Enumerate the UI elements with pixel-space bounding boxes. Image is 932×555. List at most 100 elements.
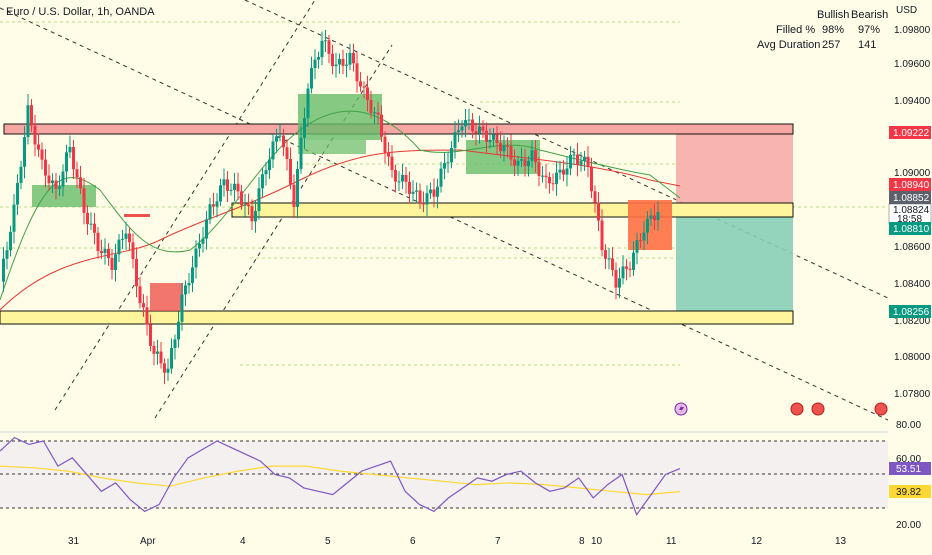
time-axis[interactable]: 31 Apr 4 5 6 7 8 10 11 12 13	[68, 536, 847, 547]
candle-bullish[interactable]	[425, 193, 429, 205]
candle-bullish[interactable]	[488, 139, 492, 142]
candle-bearish[interactable]	[159, 351, 163, 364]
candle-bearish[interactable]	[499, 142, 502, 152]
candle-bullish[interactable]	[569, 154, 572, 169]
candle-bearish[interactable]	[604, 250, 607, 259]
candle-bearish[interactable]	[387, 152, 390, 157]
candle-bearish[interactable]	[390, 156, 394, 171]
candle-bearish[interactable]	[145, 307, 149, 325]
candle-bullish[interactable]	[443, 163, 446, 169]
candle-bullish[interactable]	[415, 190, 418, 192]
candle-bullish[interactable]	[530, 150, 534, 161]
candle-bullish[interactable]	[9, 231, 12, 251]
candle-bearish[interactable]	[212, 204, 215, 207]
candle-bearish[interactable]	[614, 270, 618, 288]
candle-bearish[interactable]	[432, 189, 436, 197]
candle-bullish[interactable]	[541, 175, 544, 177]
candle-bearish[interactable]	[418, 190, 422, 203]
candle-bearish[interactable]	[600, 220, 604, 251]
candle-bearish[interactable]	[93, 223, 96, 233]
candle-bullish[interactable]	[467, 119, 471, 121]
candle-bearish[interactable]	[86, 212, 89, 225]
candle-bullish[interactable]	[579, 160, 583, 165]
candle-bullish[interactable]	[478, 126, 481, 134]
candle-bullish[interactable]	[243, 204, 247, 206]
candle-bullish[interactable]	[19, 166, 23, 183]
candle-bearish[interactable]	[79, 177, 82, 189]
price-axis[interactable]: USD 1.09800 1.09600 1.09400 1.09000 1.08…	[888, 0, 932, 550]
candle-bullish[interactable]	[23, 137, 26, 167]
candle-bullish[interactable]	[58, 186, 61, 189]
candle-bullish[interactable]	[222, 179, 226, 186]
candle-bullish[interactable]	[177, 321, 180, 340]
candle-bullish[interactable]	[51, 180, 54, 184]
candle-bearish[interactable]	[485, 130, 488, 142]
candle-bearish[interactable]	[404, 174, 408, 182]
candle-bullish[interactable]	[65, 152, 68, 172]
candle-bullish[interactable]	[121, 238, 124, 240]
candle-bearish[interactable]	[352, 52, 355, 64]
candle-bullish[interactable]	[558, 169, 562, 173]
support-zone-upper[interactable]	[231, 202, 794, 218]
candle-bearish[interactable]	[611, 258, 614, 271]
candle-bullish[interactable]	[208, 204, 212, 220]
candle-bullish[interactable]	[401, 174, 404, 182]
candle-bearish[interactable]	[474, 131, 478, 134]
candle-bearish[interactable]	[100, 251, 103, 254]
candle-bearish[interactable]	[366, 87, 369, 100]
event-markers[interactable]	[674, 402, 888, 416]
candle-bearish[interactable]	[628, 268, 632, 270]
candle-bearish[interactable]	[54, 180, 58, 189]
candle-bullish[interactable]	[635, 240, 639, 253]
candle-bearish[interactable]	[590, 166, 593, 192]
candle-bullish[interactable]	[156, 351, 159, 354]
candle-bearish[interactable]	[562, 169, 565, 175]
candle-bearish[interactable]	[639, 240, 642, 242]
candle-bullish[interactable]	[572, 154, 576, 156]
candle-bearish[interactable]	[30, 105, 33, 126]
candle-bearish[interactable]	[380, 114, 383, 137]
us-flag-icon[interactable]	[874, 402, 888, 416]
candle-bullish[interactable]	[26, 105, 30, 138]
candle-bullish[interactable]	[649, 215, 653, 219]
candle-bearish[interactable]	[506, 145, 509, 147]
candle-bearish[interactable]	[408, 181, 411, 194]
candle-bullish[interactable]	[457, 130, 460, 133]
candle-bearish[interactable]	[369, 99, 373, 114]
candle-bullish[interactable]	[492, 134, 495, 140]
candle-bearish[interactable]	[149, 324, 152, 347]
candle-bullish[interactable]	[5, 250, 9, 259]
candle-bullish[interactable]	[261, 174, 264, 189]
candle-bearish[interactable]	[250, 206, 254, 222]
candle-bearish[interactable]	[247, 204, 250, 207]
candle-bearish[interactable]	[236, 183, 240, 192]
candle-bearish[interactable]	[653, 215, 656, 221]
candle-bearish[interactable]	[47, 175, 51, 184]
candle-bearish[interactable]	[152, 346, 156, 354]
candle-bullish[interactable]	[345, 64, 348, 66]
candle-bearish[interactable]	[331, 53, 334, 67]
candle-bearish[interactable]	[341, 58, 345, 66]
candle-bearish[interactable]	[82, 188, 86, 213]
us-flag-icon[interactable]	[790, 402, 804, 416]
candle-bullish[interactable]	[520, 159, 523, 161]
candle-bearish[interactable]	[523, 159, 527, 167]
candle-bullish[interactable]	[446, 162, 450, 164]
candle-bullish[interactable]	[516, 160, 520, 166]
candle-bullish[interactable]	[229, 189, 233, 191]
position-stop-zone[interactable]	[676, 203, 793, 311]
candle-bullish[interactable]	[268, 159, 271, 171]
candle-bullish[interactable]	[124, 233, 128, 239]
candle-bullish[interactable]	[117, 239, 121, 255]
candle-bearish[interactable]	[513, 159, 516, 166]
candle-bearish[interactable]	[383, 136, 387, 153]
trendline-upper[interactable]	[244, 0, 889, 299]
candle-bullish[interactable]	[12, 204, 16, 232]
candle-bearish[interactable]	[282, 135, 285, 148]
candle-bearish[interactable]	[376, 112, 380, 115]
candle-bearish[interactable]	[96, 232, 100, 252]
candle-bullish[interactable]	[317, 57, 320, 60]
candle-bullish[interactable]	[429, 189, 432, 194]
